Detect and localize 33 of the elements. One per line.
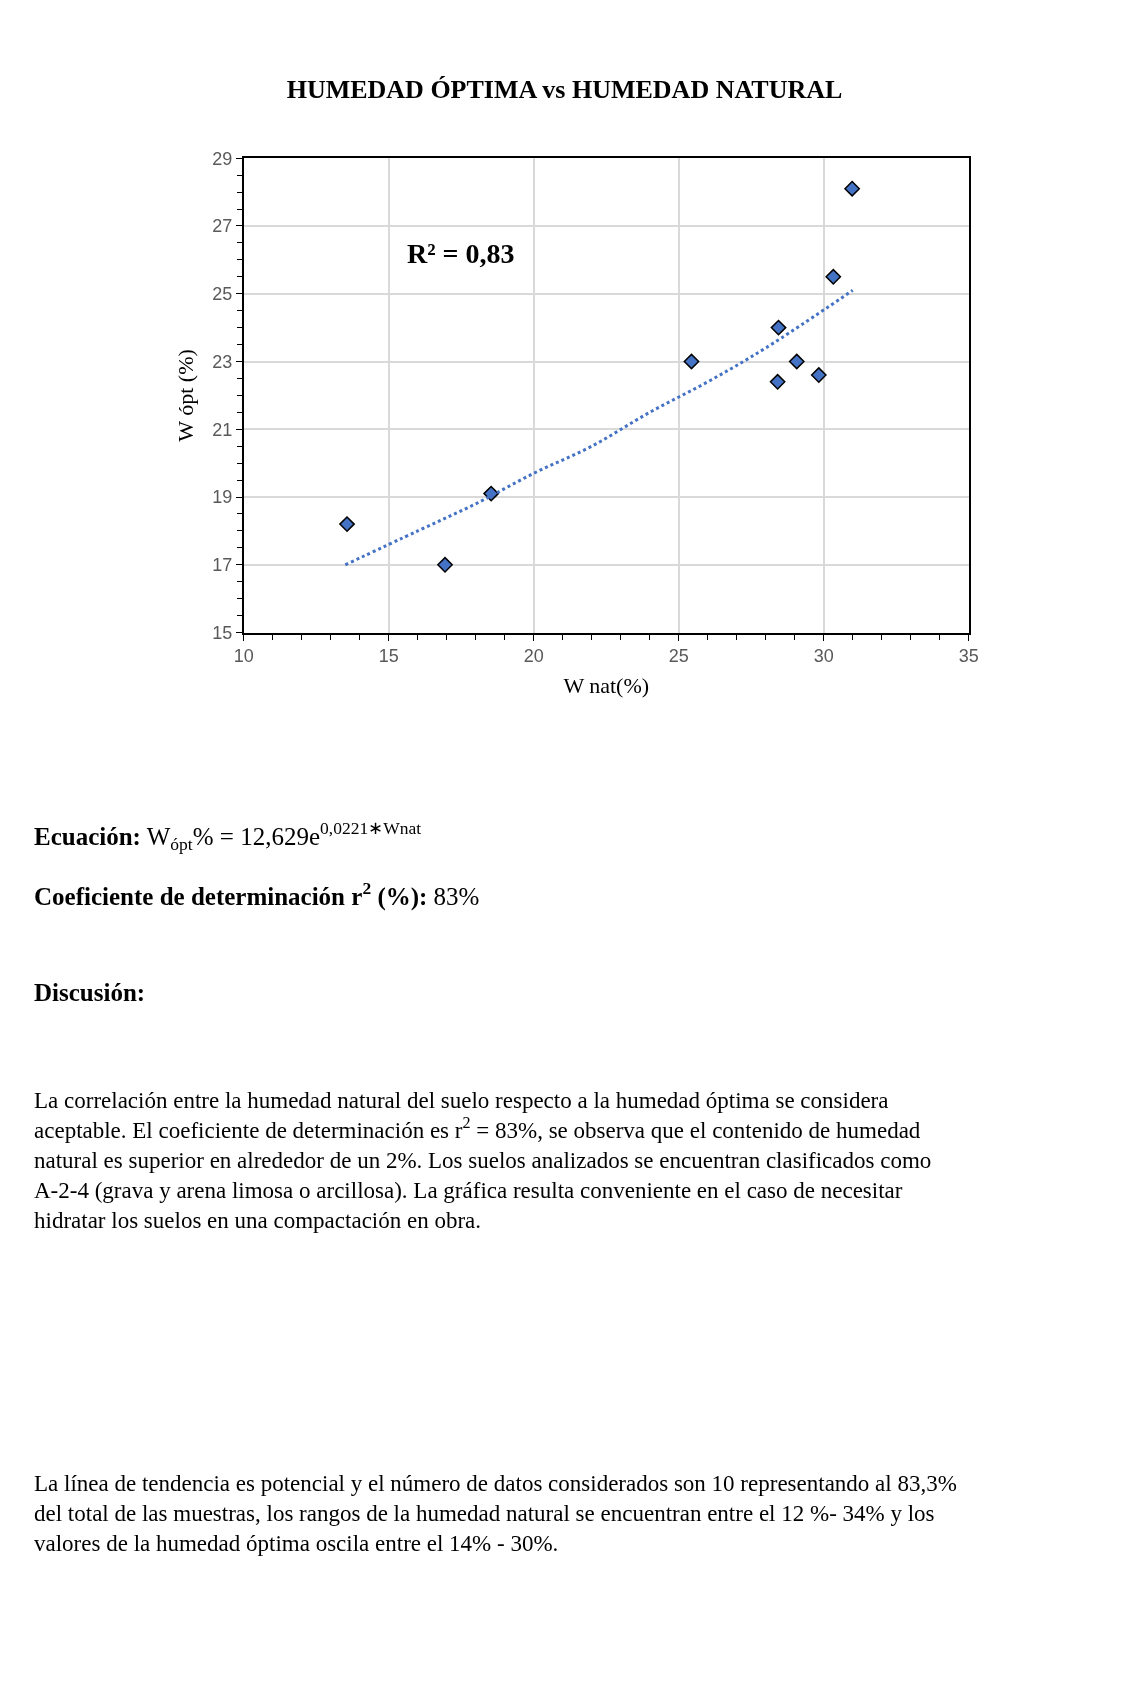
y-tick-label: 15 [212,622,233,643]
y-tick-label: 25 [212,284,233,305]
text: Coeficiente de determinación r$^{2}$ (%): 83% [34,878,480,911]
y-tick-label: 23 [212,351,233,372]
text: La línea de tendencia es potencial y el número de datos considerados son 10 representando al 83,3% del total de las muestras, los rangos de la humedad natural se encuentran entre el 12 %- 34% y los valores de la humedad óptima oscila entre el 14% - 30%. [34,1471,957,1556]
point [770,319,787,336]
point [339,516,355,533]
x-tick-label: 25 [668,646,689,667]
x-tick-label: 10 [233,646,254,667]
text: La correlación entre la humedad natural del suelo respecto a la humedad óptima se considera aceptable. El coeficiente de determinación es r$^{2}$ = 83%, se observa que el contenido de humedad natural es superior en alrededor de un 2%. Los suelos analizados se encuentran clasificados como A-2-4 (grava y arena limosa o arcillosa). La gráfica resulta conveniente en el caso de necesitar hidratar los suelos en una compactación en obra. [34,1088,932,1233]
point [825,268,842,285]
x-axis-title: W nat(%) [563,672,650,698]
point [437,556,453,573]
point [788,353,805,370]
y-tick-label: 21 [212,419,233,440]
y-tick-label: 29 [212,148,233,169]
point [683,353,700,370]
y-tick-label: 27 [212,216,233,237]
x-tick-label: 35 [958,646,979,667]
x-tick-label: 15 [378,646,399,667]
y-axis-title: W ópt (%) [173,349,199,442]
chart-title: HUMEDAD ÓPTIMA vs HUMEDAD NATURAL [286,75,843,105]
y-tick-label: 19 [212,487,233,508]
text: Ecuación: W$_{ópt}$% = 12,629e$^{0,0221∗Wnat}$ [34,818,422,854]
x-tick-label: 20 [523,646,544,667]
point [844,180,861,197]
point [769,373,786,390]
line-series [343,288,855,567]
text: Discusión: [34,979,146,1006]
y-tick-label: 17 [212,555,233,576]
point [810,367,827,383]
x-tick-label: 30 [813,646,834,667]
annotation: R² = 0,83 [407,238,515,269]
